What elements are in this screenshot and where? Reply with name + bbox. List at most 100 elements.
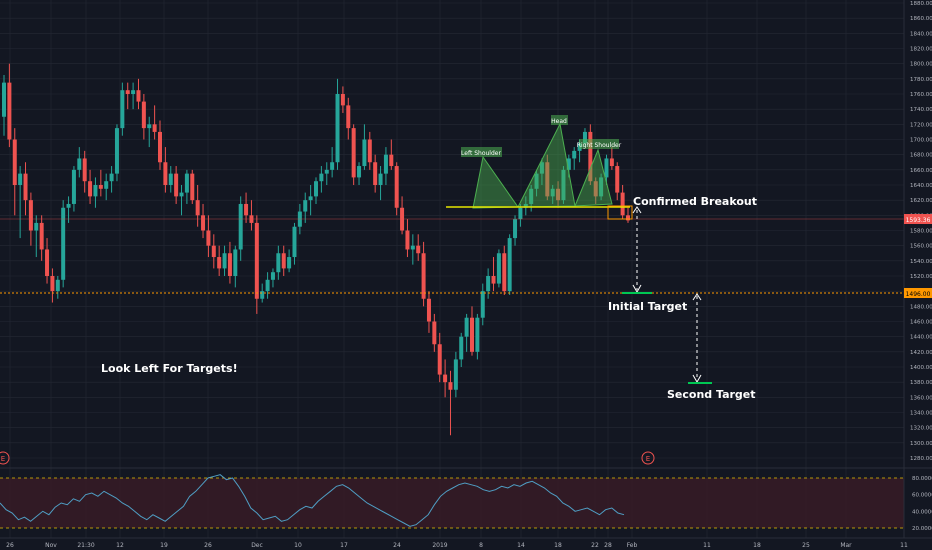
candle[interactable] (61, 200, 66, 288)
candle[interactable] (432, 313, 437, 352)
candle[interactable] (184, 169, 189, 204)
candle[interactable] (136, 78, 141, 110)
candle[interactable] (39, 215, 44, 261)
candle[interactable] (480, 283, 485, 326)
candle[interactable] (104, 173, 109, 201)
candle[interactable] (437, 332, 442, 383)
candle[interactable] (50, 268, 55, 303)
candle[interactable] (292, 222, 297, 265)
candle[interactable] (507, 234, 512, 295)
candle[interactable] (330, 147, 335, 178)
candle[interactable] (34, 215, 39, 258)
head-and-shoulders-pattern[interactable]: Left Shoulder Head Right Shoulder (446, 115, 630, 209)
candle[interactable] (114, 124, 119, 182)
candle[interactable] (486, 268, 491, 299)
candle-series[interactable] (2, 63, 630, 436)
candle[interactable] (82, 150, 87, 193)
candle[interactable] (319, 166, 324, 193)
candle[interactable] (383, 147, 388, 185)
candle[interactable] (593, 177, 598, 204)
candle[interactable] (615, 162, 620, 201)
candle[interactable] (314, 177, 318, 204)
candle[interactable] (421, 241, 426, 307)
candle[interactable] (152, 105, 157, 140)
candle[interactable] (426, 291, 431, 333)
candle[interactable] (357, 162, 362, 185)
candle[interactable] (88, 169, 93, 204)
candle[interactable] (163, 147, 168, 193)
candle[interactable] (254, 215, 259, 314)
candle[interactable] (18, 166, 23, 239)
candle[interactable] (93, 177, 98, 208)
candle[interactable] (281, 245, 286, 276)
candle[interactable] (45, 238, 50, 284)
candle[interactable] (346, 97, 351, 140)
candle[interactable] (109, 166, 114, 193)
candle[interactable] (475, 313, 480, 360)
candle[interactable] (572, 147, 577, 170)
candle[interactable] (131, 82, 136, 110)
candle[interactable] (609, 147, 614, 170)
candle[interactable] (362, 124, 367, 170)
candle[interactable] (270, 268, 275, 288)
candle[interactable] (211, 234, 216, 269)
candle[interactable] (588, 124, 593, 185)
candle[interactable] (2, 75, 6, 136)
candle[interactable] (120, 82, 125, 136)
candle[interactable] (453, 351, 458, 398)
candle[interactable] (276, 245, 281, 280)
candle[interactable] (448, 370, 453, 436)
candle[interactable] (55, 276, 60, 299)
earnings-badge-right[interactable]: E (641, 451, 655, 465)
candle[interactable] (174, 166, 179, 204)
candle[interactable] (351, 124, 356, 185)
candle[interactable] (335, 78, 340, 170)
candle[interactable] (179, 185, 184, 216)
candle[interactable] (303, 192, 308, 223)
candle[interactable] (340, 86, 345, 113)
candle[interactable] (459, 332, 464, 367)
candle[interactable] (513, 215, 518, 246)
candle[interactable] (77, 147, 82, 178)
candle[interactable] (410, 234, 415, 265)
candle[interactable] (23, 162, 28, 216)
candle[interactable] (373, 154, 378, 193)
candle[interactable] (367, 131, 372, 170)
candle[interactable] (7, 63, 12, 148)
candle[interactable] (464, 313, 469, 352)
candle[interactable] (168, 166, 173, 193)
candle[interactable] (496, 249, 501, 288)
candle[interactable] (66, 196, 71, 223)
candle[interactable] (491, 257, 496, 292)
candle[interactable] (405, 219, 410, 258)
candle[interactable] (222, 245, 227, 276)
candle[interactable] (626, 207, 630, 223)
candle[interactable] (324, 162, 329, 185)
candle[interactable] (265, 272, 270, 299)
candle[interactable] (147, 116, 152, 148)
candle[interactable] (190, 169, 195, 204)
candle[interactable] (287, 249, 292, 273)
candle[interactable] (604, 154, 609, 185)
candle[interactable] (141, 94, 146, 140)
candle[interactable] (539, 158, 544, 185)
candle[interactable] (502, 245, 507, 295)
candle[interactable] (561, 166, 566, 204)
candle[interactable] (71, 166, 76, 212)
earnings-badge-left[interactable]: E (0, 451, 10, 465)
candle[interactable] (260, 283, 265, 303)
candle[interactable] (12, 128, 17, 216)
candle[interactable] (158, 120, 162, 170)
candle[interactable] (308, 185, 313, 216)
candle[interactable] (227, 241, 232, 284)
candle[interactable] (195, 185, 200, 227)
rsi-line[interactable] (0, 474, 625, 527)
candle[interactable] (217, 245, 222, 276)
candle[interactable] (534, 169, 539, 197)
candle[interactable] (201, 203, 206, 239)
candle[interactable] (620, 185, 625, 220)
candle[interactable] (556, 181, 561, 208)
candle[interactable] (98, 169, 103, 197)
candle[interactable] (378, 166, 383, 201)
candle[interactable] (416, 234, 421, 261)
